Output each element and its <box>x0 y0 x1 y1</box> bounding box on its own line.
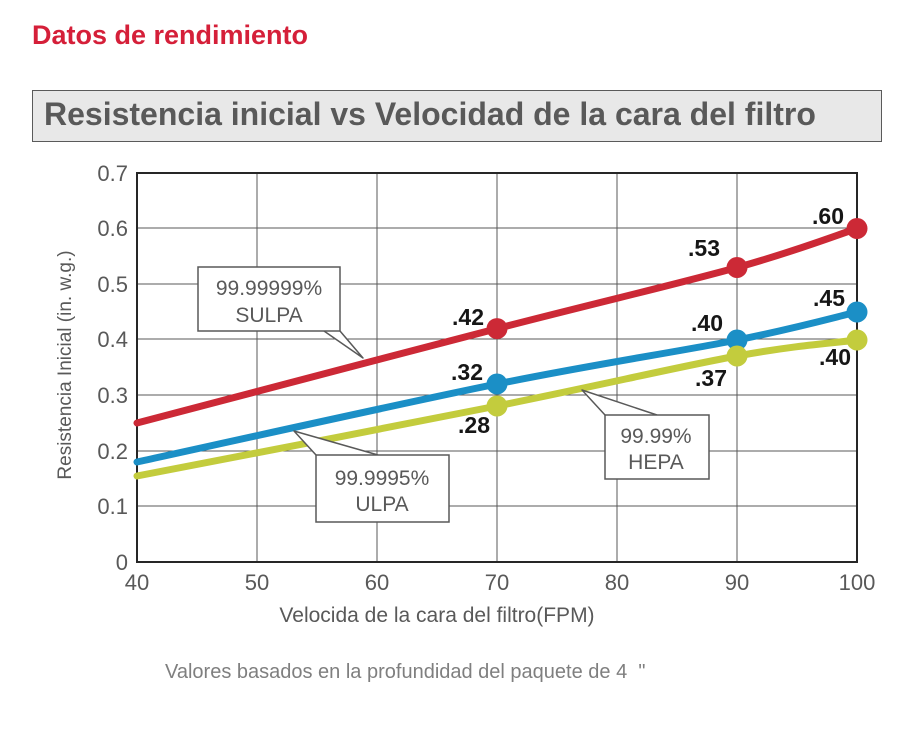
svg-text:50: 50 <box>245 570 269 595</box>
svg-text:0.5: 0.5 <box>97 272 128 297</box>
svg-text:99.99999%: 99.99999% <box>216 277 322 300</box>
svg-text:ULPA: ULPA <box>355 493 408 516</box>
svg-text:90: 90 <box>725 570 749 595</box>
svg-text:0.2: 0.2 <box>97 439 128 464</box>
svg-text:.40: .40 <box>691 310 723 336</box>
svg-text:80: 80 <box>605 570 629 595</box>
svg-text:0.1: 0.1 <box>97 494 128 519</box>
svg-text:.40: .40 <box>819 344 851 370</box>
svg-text:70: 70 <box>485 570 509 595</box>
svg-text:.42: .42 <box>452 304 484 330</box>
svg-text:100: 100 <box>839 570 876 595</box>
svg-text:.28: .28 <box>458 412 490 438</box>
svg-text:.60: .60 <box>812 203 844 229</box>
svg-text:99.99%: 99.99% <box>620 425 691 448</box>
svg-text:99.9995%: 99.9995% <box>335 467 430 490</box>
svg-text:HEPA: HEPA <box>628 451 684 474</box>
svg-text:0.4: 0.4 <box>97 327 128 352</box>
svg-text:.53: .53 <box>688 235 720 261</box>
svg-text:60: 60 <box>365 570 389 595</box>
svg-text:.45: .45 <box>813 285 845 311</box>
svg-text:40: 40 <box>125 570 149 595</box>
svg-text:.32: .32 <box>451 359 483 385</box>
svg-text:SULPA: SULPA <box>235 304 302 327</box>
svg-text:0.7: 0.7 <box>97 161 128 186</box>
svg-text:.37: .37 <box>695 365 727 391</box>
svg-text:0.6: 0.6 <box>97 216 128 241</box>
svg-text:0.3: 0.3 <box>97 383 128 408</box>
